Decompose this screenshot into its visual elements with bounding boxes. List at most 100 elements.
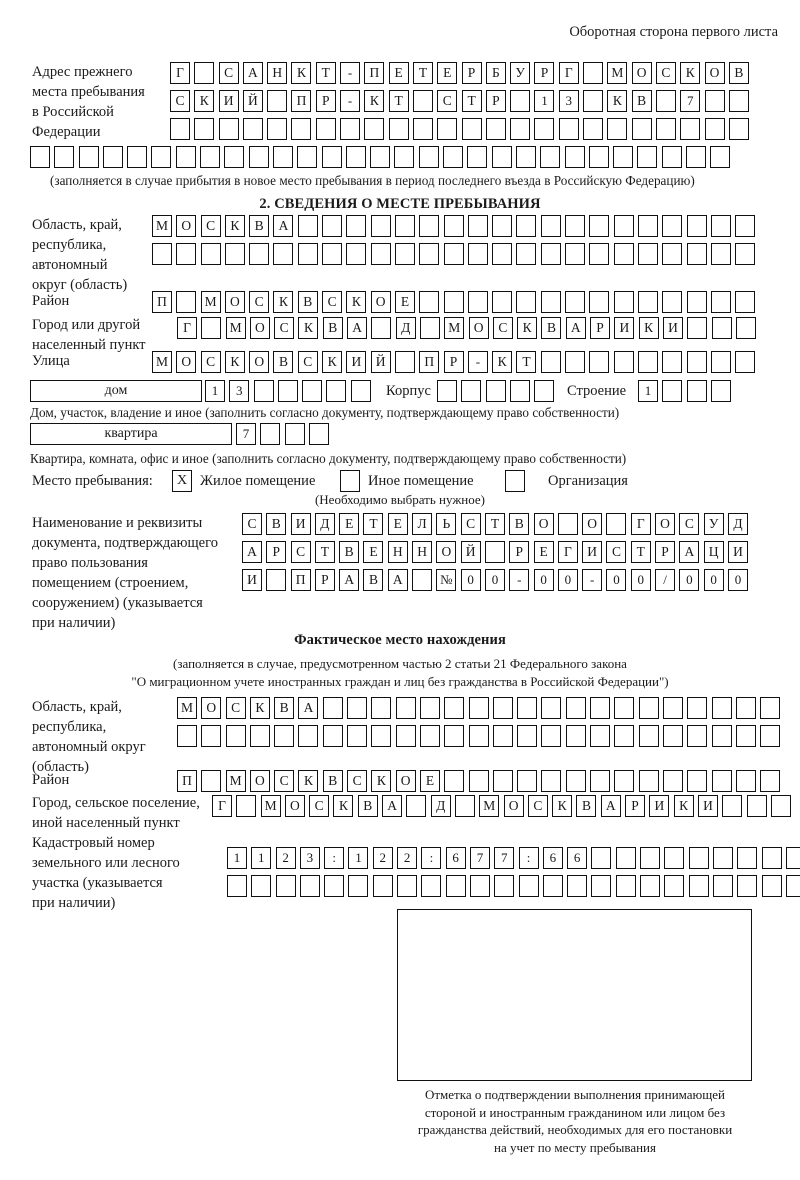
house-cell-1[interactable]: 1	[205, 380, 225, 402]
section2-region-r1-cell-9[interactable]	[346, 215, 367, 237]
previous-address-r3-cell-16[interactable]	[534, 118, 555, 140]
document-r3-cell-21[interactable]: 0	[727, 569, 748, 591]
section2-street-cell-21[interactable]	[637, 351, 658, 373]
section2-region-r2-cell-14[interactable]	[467, 243, 488, 265]
cadastral-r1-cell-10[interactable]: 6	[445, 847, 466, 869]
actual-region-r1-cell-9[interactable]	[371, 697, 392, 719]
section2-region-r2-cell-25[interactable]	[735, 243, 756, 265]
section2-district-cell-9[interactable]: К	[346, 291, 367, 313]
previous-address-r2-cell-13[interactable]: Т	[461, 90, 482, 112]
previous-address-r2-cell-20[interactable]: В	[631, 90, 652, 112]
section2-region-row-2[interactable]	[152, 243, 756, 265]
actual-region-r2-cell-3[interactable]	[225, 725, 246, 747]
section2-district-cell-18[interactable]	[565, 291, 586, 313]
previous-address-r4-cell-14[interactable]	[345, 146, 366, 168]
cadastral-row-2[interactable]	[227, 875, 800, 897]
actual-city-cell-18[interactable]: Р	[625, 795, 646, 817]
cadastral-r2-cell-11[interactable]	[469, 875, 490, 897]
document-r2-cell-13[interactable]: Е	[533, 541, 554, 563]
document-r3-cell-15[interactable]: -	[582, 569, 603, 591]
cadastral-r1-cell-18[interactable]	[640, 847, 661, 869]
section2-region-r2-cell-1[interactable]	[152, 243, 172, 265]
actual-region-r2-cell-7[interactable]	[322, 725, 343, 747]
section2-street-cell-7[interactable]: С	[297, 351, 318, 373]
previous-address-r3-cell-10[interactable]	[388, 118, 409, 140]
actual-region-r1-cell-20[interactable]	[638, 697, 659, 719]
section2-region-r1-cell-11[interactable]	[394, 215, 415, 237]
document-r2-cell-6[interactable]: Е	[363, 541, 384, 563]
section2-region-r2-cell-15[interactable]	[492, 243, 513, 265]
document-r3-cell-20[interactable]: 0	[703, 569, 724, 591]
section2-region-r1-cell-5[interactable]: В	[249, 215, 270, 237]
section2-street-cell-18[interactable]	[565, 351, 586, 373]
section2-city-cell-5[interactable]: С	[274, 317, 295, 339]
previous-address-r3-cell-24[interactable]	[728, 118, 749, 140]
document-r3-cell-17[interactable]: 0	[630, 569, 651, 591]
actual-city-cell-1[interactable]: Г	[212, 795, 232, 817]
previous-address-r4-cell-1[interactable]	[30, 146, 50, 168]
section2-region-r2-cell-4[interactable]	[224, 243, 245, 265]
section2-district-cell-4[interactable]: О	[224, 291, 245, 313]
section2-region-r1-cell-12[interactable]	[419, 215, 440, 237]
actual-region-r2-cell-24[interactable]	[735, 725, 756, 747]
previous-address-r2-cell-9[interactable]: К	[364, 90, 385, 112]
previous-address-r1-cell-17[interactable]: Г	[558, 62, 579, 84]
document-r3-cell-14[interactable]: 0	[557, 569, 578, 591]
cadastral-r1-cell-6[interactable]: 1	[348, 847, 369, 869]
actual-region-r2-cell-6[interactable]	[298, 725, 319, 747]
cadastral-r1-cell-13[interactable]: :	[518, 847, 539, 869]
section2-city-cell-2[interactable]	[201, 317, 222, 339]
house-cell-4[interactable]	[277, 380, 298, 402]
section2-street-cell-19[interactable]	[589, 351, 610, 373]
actual-city-cell-5[interactable]: С	[309, 795, 330, 817]
actual-region-r1-cell-3[interactable]: С	[225, 697, 246, 719]
previous-address-r1-cell-13[interactable]: Р	[461, 62, 482, 84]
cadastral-r1-cell-4[interactable]: 3	[299, 847, 320, 869]
section2-region-r2-cell-2[interactable]	[176, 243, 197, 265]
section2-region-r1-cell-21[interactable]	[637, 215, 658, 237]
section2-region-r1-cell-17[interactable]	[540, 215, 561, 237]
previous-address-r2-cell-16[interactable]: 1	[534, 90, 555, 112]
section2-street-cell-9[interactable]: И	[346, 351, 367, 373]
actual-region-r1-cell-5[interactable]: В	[274, 697, 295, 719]
previous-address-r4-cell-16[interactable]	[394, 146, 415, 168]
previous-address-r3-cell-6[interactable]	[291, 118, 312, 140]
actual-city-cell-12[interactable]: М	[479, 795, 500, 817]
actual-region-r1-cell-11[interactable]	[419, 697, 440, 719]
section2-region-r1-cell-23[interactable]	[686, 215, 707, 237]
section2-street-cell-1[interactable]: М	[152, 351, 172, 373]
cadastral-r2-cell-21[interactable]	[712, 875, 733, 897]
actual-city-cell-15[interactable]: К	[552, 795, 573, 817]
section2-district-cell-12[interactable]	[419, 291, 440, 313]
previous-address-r2-cell-4[interactable]: Й	[242, 90, 263, 112]
cadastral-r2-cell-16[interactable]	[591, 875, 612, 897]
actual-region-r2-cell-17[interactable]	[565, 725, 586, 747]
actual-region-r1-cell-7[interactable]	[322, 697, 343, 719]
previous-address-r4-cell-22[interactable]	[540, 146, 561, 168]
document-r1-cell-10[interactable]: С	[460, 513, 481, 535]
section2-city-cell-15[interactable]: К	[517, 317, 538, 339]
previous-address-r3-cell-23[interactable]	[704, 118, 725, 140]
previous-address-r3-cell-11[interactable]	[412, 118, 433, 140]
previous-address-r2-cell-18[interactable]	[583, 90, 604, 112]
stroenie-cell-4[interactable]	[710, 380, 731, 402]
previous-address-r2-cell-14[interactable]: Р	[485, 90, 506, 112]
previous-address-r1-cell-21[interactable]: С	[655, 62, 676, 84]
previous-address-r1-cell-15[interactable]: У	[510, 62, 531, 84]
section2-region-r1-cell-13[interactable]	[443, 215, 464, 237]
cadastral-r2-cell-6[interactable]	[348, 875, 369, 897]
previous-address-r4-cell-28[interactable]	[686, 146, 707, 168]
actual-city-cell-13[interactable]: О	[503, 795, 524, 817]
actual-city-cell-7[interactable]: В	[357, 795, 378, 817]
cadastral-r1-cell-5[interactable]: :	[324, 847, 345, 869]
section2-region-r1-cell-4[interactable]: К	[224, 215, 245, 237]
actual-region-row-2[interactable]	[177, 725, 781, 747]
previous-address-r1-cell-8[interactable]: -	[340, 62, 361, 84]
section2-region-r1-cell-15[interactable]	[492, 215, 513, 237]
actual-region-r1-cell-1[interactable]: М	[177, 697, 197, 719]
